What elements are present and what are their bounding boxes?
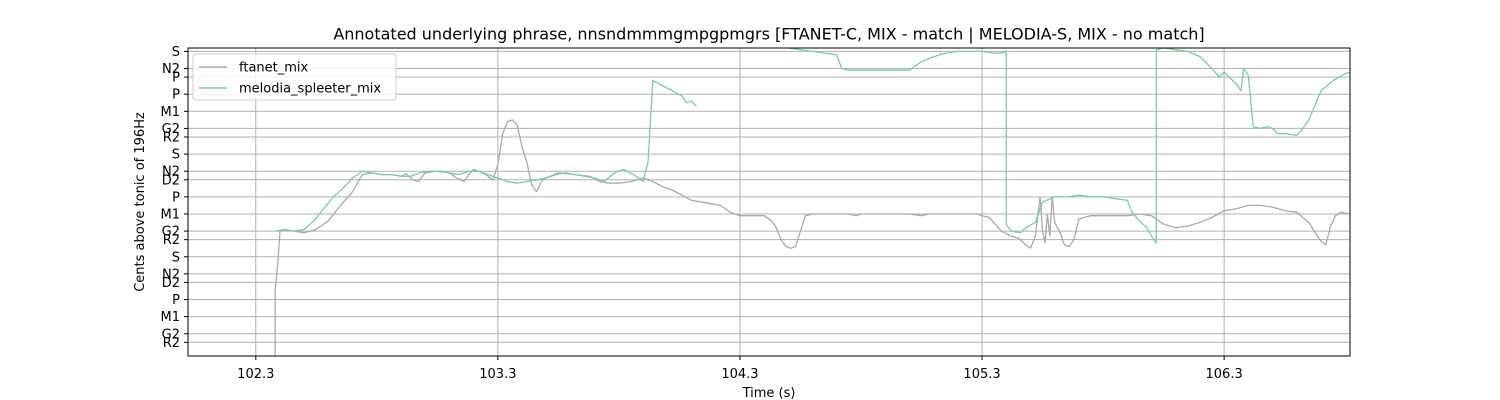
legend: ftanet_mix melodia_spleeter_mix — [192, 53, 397, 101]
y-tick-label: S — [172, 45, 180, 60]
x-tick-label: 105.3 — [963, 367, 1000, 382]
plot-frame — [187, 47, 1351, 357]
y-tick-label: M1 — [161, 310, 181, 325]
y-tick-label: M1 — [161, 105, 181, 120]
y-tick-label: R2 — [163, 336, 180, 351]
y-tick-label: P — [172, 190, 180, 205]
y-tick-label: G2 — [162, 122, 180, 137]
legend-label-melodia-spleeter-mix: melodia_spleeter_mix — [239, 82, 381, 97]
y-tick-label: D2 — [162, 276, 180, 291]
chart-title: Annotated underlying phrase, nnsndmmmgmp… — [333, 25, 1204, 44]
x-axis-label: Time (s) — [742, 386, 796, 400]
x-axis-ticks: 102.3 103.3 104.3 105.3 106.3 — [237, 356, 1243, 382]
y-tick-label: N2 — [162, 62, 180, 77]
y-tick-label: P — [172, 88, 180, 103]
y-tick-label: P — [172, 71, 180, 86]
legend-label-ftanet-mix: ftanet_mix — [239, 61, 309, 76]
y-tick-label: N2 — [162, 165, 180, 180]
y-tick-label: D2 — [162, 173, 180, 188]
y-tick-label: S — [172, 148, 180, 163]
y-tick-label: S — [172, 250, 180, 265]
series-line-melodia-spleeter-mix — [788, 48, 1350, 244]
series-line-ftanet-mix — [274, 119, 1350, 356]
x-tick-label: 106.3 — [1206, 367, 1243, 382]
y-tick-label: M1 — [161, 207, 181, 222]
x-tick-label: 102.3 — [237, 367, 274, 382]
y-tick-label: R2 — [163, 233, 180, 248]
y-axis-label: Cents above tonic of 196Hz — [133, 112, 148, 292]
y-tick-label: G2 — [162, 327, 180, 342]
series-lines — [274, 48, 1350, 356]
y-tick-label: P — [172, 293, 180, 308]
plot-area — [274, 48, 1350, 356]
y-tick-label: N2 — [162, 267, 180, 282]
x-tick-label: 103.3 — [479, 367, 516, 382]
x-tick-label: 104.3 — [721, 367, 758, 382]
series-line-melodia-spleeter-mix — [274, 79, 697, 232]
legend-box — [192, 53, 397, 101]
y-tick-label: R2 — [163, 130, 180, 145]
y-tick-label: G2 — [162, 225, 180, 240]
